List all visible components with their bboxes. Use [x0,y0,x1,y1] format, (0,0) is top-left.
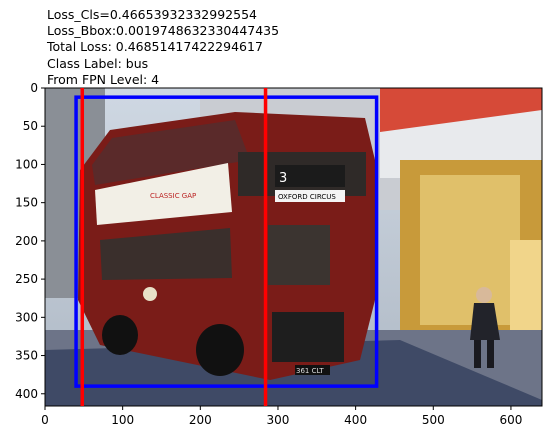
y-tick-label: 400 [15,387,38,401]
awning [380,88,542,132]
x-tick-label: 100 [111,413,134,427]
y-tick-label: 150 [15,196,38,210]
shop-glass [510,240,542,340]
side-ad-panel [95,163,232,225]
rear-wheel [102,315,138,355]
x-tick-label: 300 [267,413,290,427]
plate-text: 361 CLT [296,367,324,375]
y-tick-label: 300 [15,310,38,324]
destination-blind [275,165,345,187]
y-tick-label: 350 [15,349,38,363]
annotations [74,88,379,406]
upper-windows [92,120,250,185]
y-tick-label: 250 [15,272,38,286]
total-loss-line: Total Loss: 0.46851417422294617 [47,39,263,55]
axes-frame [44,87,543,407]
destination-text: OXFORD CIRCUS [278,193,336,201]
bounding-box [74,95,379,388]
roundel [143,287,157,301]
radiator-grille [272,312,344,362]
y-tick-label: 50 [23,119,38,133]
bus: CLASSIC GAP 3 OXFORD CIRCUS 361 CLT [78,112,375,380]
y-tick-label: 200 [15,234,38,248]
front-wheel [196,324,244,376]
x-axis: 0 100 200 300 400 500 600 [41,406,522,427]
loss-info: Loss_Cls=0.46653932332992554 Loss_Bbox:0… [47,7,279,88]
loss-bbox-line: Loss_Bbox:0.0019748632330447435 [47,23,280,39]
windscreen [268,225,330,285]
destination-plate [275,190,345,202]
x-tick-label: 600 [499,413,522,427]
x-tick-label: 0 [41,413,49,427]
x-tick-label: 400 [344,413,367,427]
y-tick-label: 0 [30,81,38,95]
class-label-line: Class Label: bus [47,55,149,71]
side-ad-text: CLASSIC GAP [150,192,196,200]
shop-interior [420,175,520,325]
pedestrian [470,287,500,368]
y-tick-label: 100 [15,157,38,171]
number-plate [295,365,330,375]
y-axis: 0 50 100 150 200 250 300 350 400 [15,81,45,401]
x-tick-label: 200 [189,413,212,427]
fpn-level-line: From FPN Level: 4 [47,71,160,87]
photo: CLASSIC GAP 3 OXFORD CIRCUS 361 CLT [45,88,542,406]
x-tick-label: 500 [422,413,445,427]
lower-windows [100,228,232,280]
route-number: 3 [279,171,287,186]
loss-cls-line: Loss_Cls=0.46653932332992554 [47,7,257,22]
